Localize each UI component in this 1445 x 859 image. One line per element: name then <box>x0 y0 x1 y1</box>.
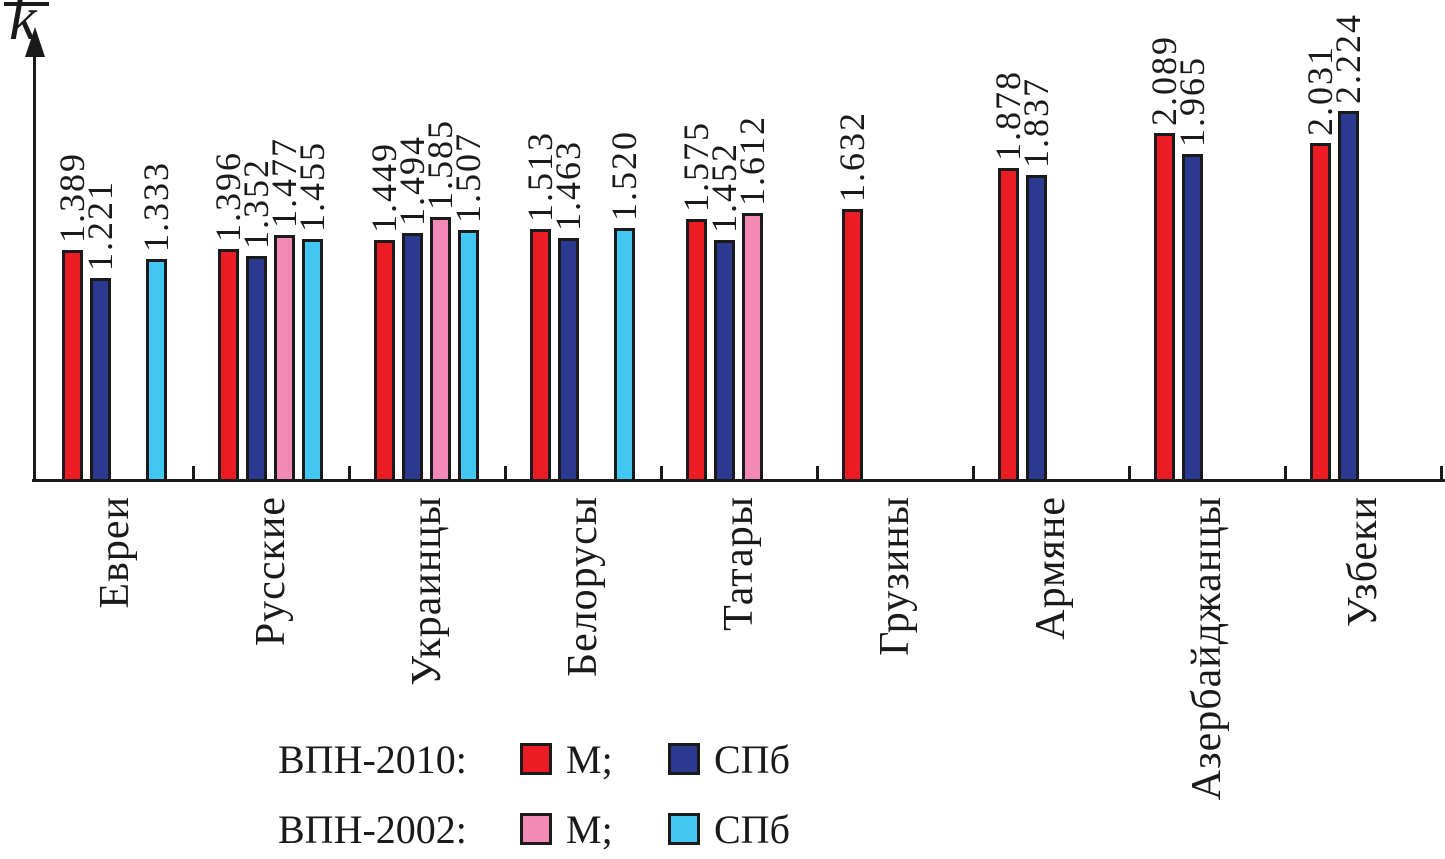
x-axis-tick <box>1128 466 1131 482</box>
bar-value-label: 1.632 <box>832 111 872 202</box>
x-axis-tick <box>192 466 195 482</box>
legend-swatch <box>520 813 552 845</box>
legend-row: ВПН-2002: М; СПб <box>278 806 790 852</box>
bar-value-label: 1.333 <box>136 161 176 252</box>
legend-row: ВПН-2010: М; СПб <box>278 736 790 782</box>
x-axis-tick <box>1284 466 1287 482</box>
bar <box>402 233 423 482</box>
bar <box>90 278 111 482</box>
legend-item-label: СПб <box>714 806 790 852</box>
legend-item-label: М; <box>566 806 613 852</box>
bar <box>1310 143 1331 482</box>
bar <box>842 209 863 482</box>
x-axis-tick <box>972 466 975 482</box>
bar <box>274 235 295 482</box>
bar <box>302 239 323 482</box>
legend-item-label: СПб <box>714 736 790 782</box>
bar <box>742 213 763 482</box>
category-label: Грузины <box>872 496 918 656</box>
category-label: Евреи <box>92 496 138 609</box>
category-label: Татары <box>716 496 762 631</box>
x-axis-tick <box>1440 466 1443 482</box>
bar <box>714 240 735 482</box>
x-axis-tick <box>348 466 351 482</box>
bar-value-label: 1.455 <box>292 141 332 232</box>
bar <box>430 217 451 482</box>
bar <box>146 259 167 482</box>
bar <box>998 168 1019 482</box>
category-label: Азербайджанцы <box>1184 496 1230 801</box>
overbar-decoration <box>4 2 49 6</box>
x-axis-line <box>32 479 1445 482</box>
bar <box>218 249 239 482</box>
bar-value-label: 1.965 <box>1172 56 1212 147</box>
bar-value-label: 1.507 <box>448 132 488 223</box>
bar-value-label: 2.224 <box>1328 13 1368 104</box>
bar-value-label: 1.463 <box>548 140 588 231</box>
bar <box>558 238 579 482</box>
bar-value-label: 1.837 <box>1016 77 1056 168</box>
category-label: Белорусы <box>560 496 606 678</box>
category-label: Украинцы <box>404 496 450 686</box>
bar <box>1182 154 1203 482</box>
x-axis-tick <box>660 466 663 482</box>
y-axis-line <box>33 42 36 482</box>
bar <box>62 250 83 482</box>
bar <box>686 219 707 482</box>
bar-value-label: 1.520 <box>604 130 644 221</box>
legend-swatch <box>668 813 700 845</box>
bar <box>530 229 551 482</box>
category-label: Армяне <box>1028 496 1074 640</box>
bar-value-label: 1.221 <box>80 180 120 271</box>
x-axis-tick <box>504 466 507 482</box>
bar <box>1154 133 1175 482</box>
legend-row-label: ВПН-2010: <box>278 736 467 782</box>
category-label: Узбеки <box>1340 496 1386 627</box>
bar <box>1026 175 1047 482</box>
legend-swatch <box>520 743 552 775</box>
bar <box>1338 111 1359 482</box>
bar <box>614 228 635 482</box>
legend-swatch <box>668 743 700 775</box>
bar <box>374 240 395 482</box>
category-label: Русские <box>248 496 294 647</box>
legend-row-label: ВПН-2002: <box>278 806 467 852</box>
bar <box>246 256 267 482</box>
legend-item-label: М; <box>566 736 613 782</box>
legend: ВПН-2010: М; СПб ВПН-2002: М; СПб <box>278 736 790 859</box>
bar <box>458 230 479 482</box>
bar-value-label: 1.612 <box>732 115 772 206</box>
x-axis-tick <box>816 466 819 482</box>
